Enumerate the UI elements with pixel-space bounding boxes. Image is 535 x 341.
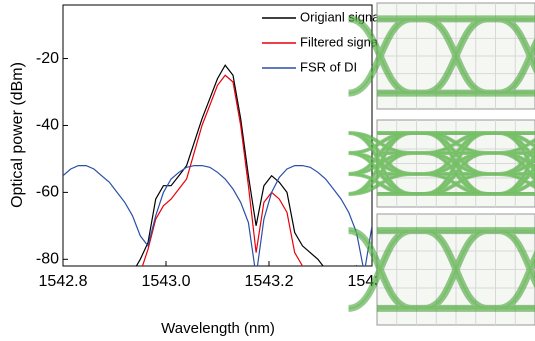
y-tick-label: -80 [36, 251, 59, 268]
series-line [63, 65, 372, 289]
y-tick-label: -40 [36, 117, 59, 134]
y-axis-title: Optical power (dBm) [9, 62, 26, 208]
figure: Optical power (dBm) Wavelength (nm) -20 -… [0, 0, 535, 341]
y-tick-label: -60 [36, 184, 59, 201]
eye-diagram [349, 120, 535, 207]
legend-label: FSR of DI [300, 59, 357, 74]
series-line [63, 75, 372, 292]
x-tick-label: 1542.8 [39, 273, 88, 290]
series-line [63, 166, 372, 276]
y-tick-label: -20 [36, 50, 59, 67]
eye-diagram [349, 214, 535, 325]
x-tick-label: 1543.0 [142, 273, 191, 290]
x-axis-title: Wavelength (nm) [161, 320, 275, 337]
x-tick-label: 1543.2 [245, 273, 294, 290]
legend-label: Origianl signal [300, 9, 382, 24]
eye-diagram [349, 3, 535, 109]
